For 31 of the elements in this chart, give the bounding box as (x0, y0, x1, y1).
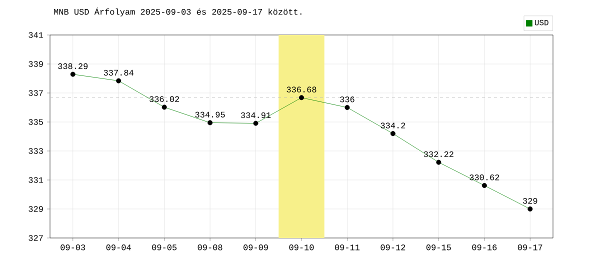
data-label: 334.95 (195, 112, 225, 118)
x-tick-label: 09-09 (244, 244, 268, 250)
data-label: 336 (340, 96, 354, 102)
x-tick-label: 09-11 (334, 244, 360, 250)
data-label: 329 (523, 198, 538, 204)
legend-label: USD (534, 20, 548, 26)
x-tick-label: 09-17 (518, 244, 542, 250)
y-tick-label: 333 (28, 148, 43, 154)
x-tick-label: 09-05 (152, 244, 177, 250)
x-tick-label: 09-10 (289, 244, 314, 250)
x-tick-label: 09-15 (426, 244, 451, 250)
data-label: 338.29 (58, 63, 88, 70)
y-tick-label: 337 (28, 90, 43, 96)
y-tick-label: 327 (28, 235, 43, 241)
y-tick-label: 329 (28, 206, 43, 212)
chart-title: MNB USD Árfolyam 2025-09-03 és 2025-09-17 között. (54, 8, 302, 16)
x-tick-label: 09-08 (198, 244, 222, 250)
x-tick-label: 09-16 (472, 244, 497, 250)
data-label: 334.2 (380, 122, 406, 128)
x-tick-label: 09-03 (60, 244, 86, 250)
x-tick-label: 09-04 (106, 244, 131, 250)
data-label: 330.62 (470, 174, 500, 180)
data-label: 336.68 (286, 86, 316, 92)
data-label: 336.02 (150, 96, 180, 102)
y-tick-label: 335 (28, 119, 43, 125)
y-tick-label: 331 (28, 177, 44, 183)
y-tick-label: 341 (28, 32, 44, 38)
data-label: 334.91 (241, 112, 271, 118)
y-tick-label: 339 (28, 61, 43, 67)
x-tick-label: 09-12 (380, 244, 406, 250)
data-label: 337.84 (104, 70, 134, 76)
